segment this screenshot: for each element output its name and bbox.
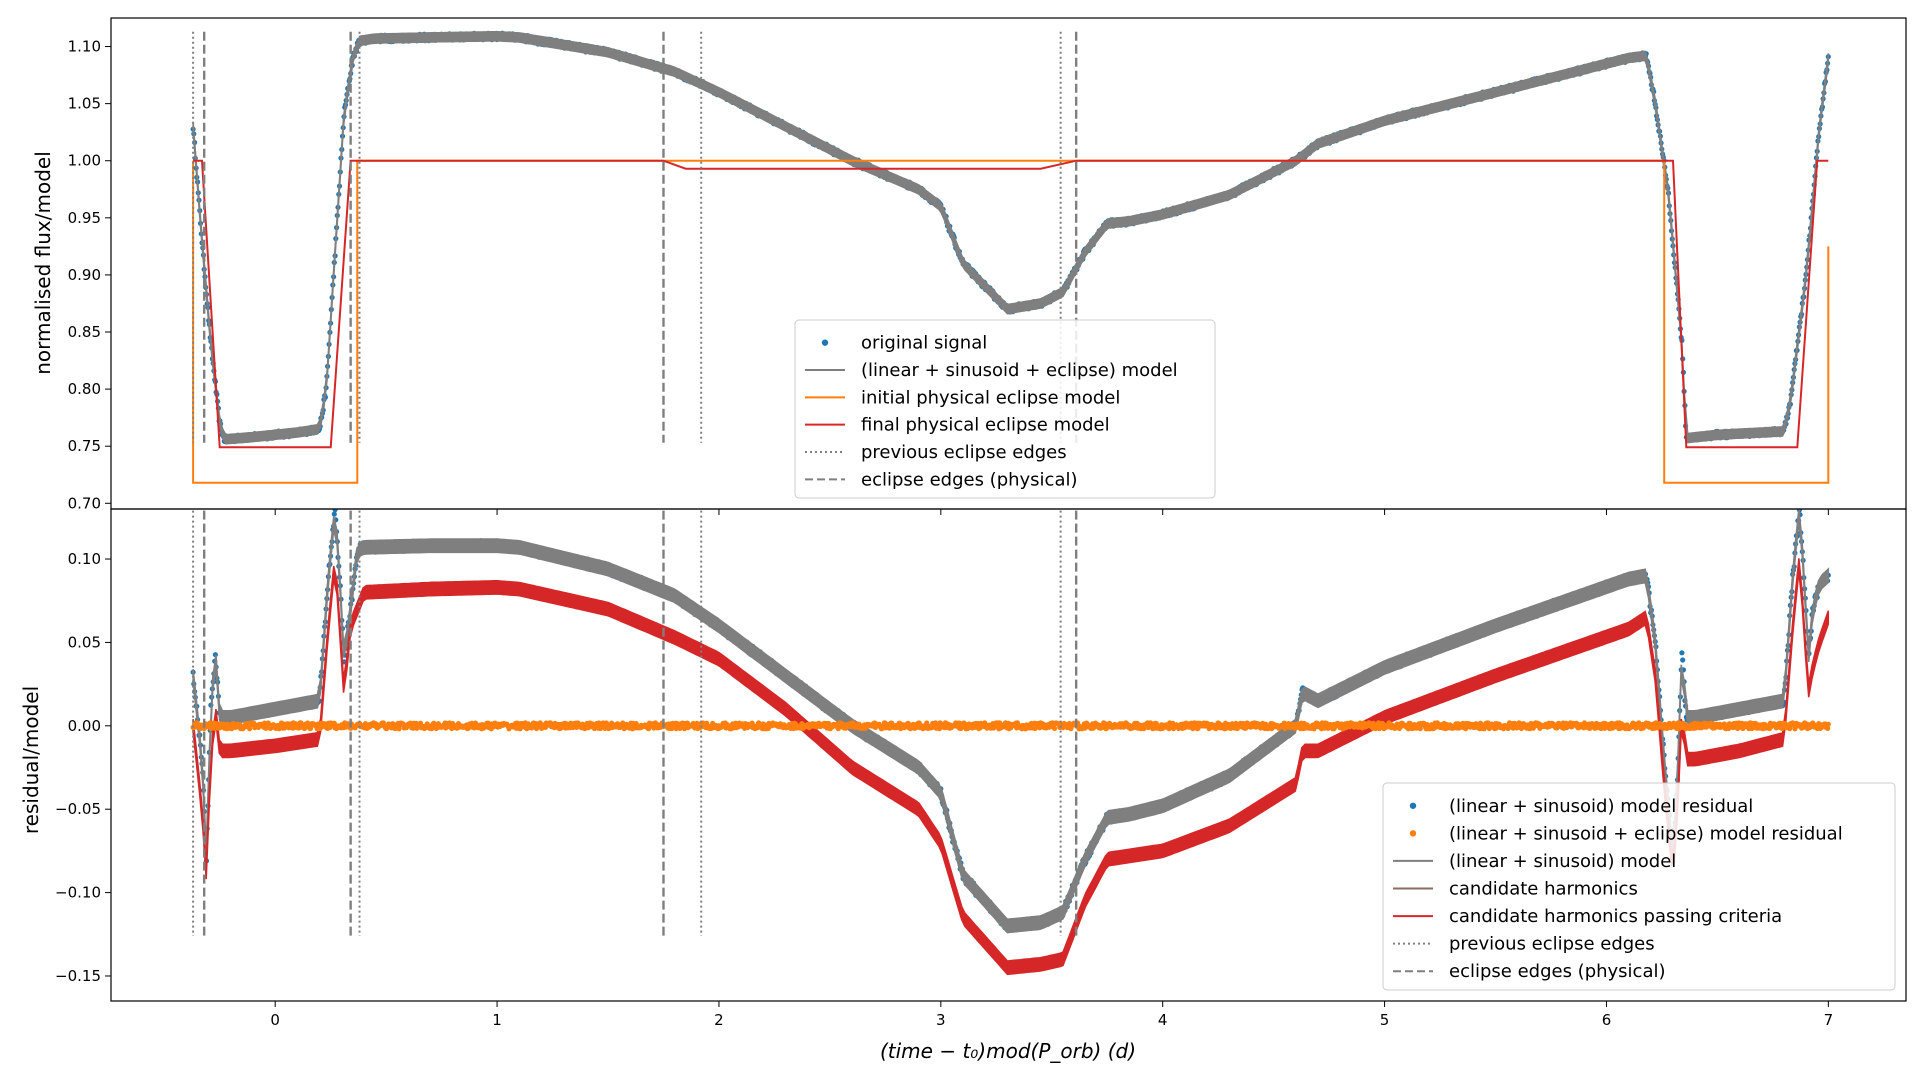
top-ytick-label: 0.90 (68, 266, 101, 284)
top-legend-label: original signal (861, 333, 987, 354)
top-legend: original signal (linear + sinusoid + ecli… (794, 319, 1216, 499)
top-ytick-label: 0.70 (68, 494, 101, 512)
bottom-scatter-point (332, 509, 338, 513)
top-ytick-label: 1.10 (68, 38, 101, 56)
top-series-line (192, 159, 1830, 484)
top-legend-handle (821, 339, 829, 346)
bottom-series (190, 720, 1831, 732)
top-legend-label: final physical eclipse model (861, 415, 1110, 436)
top-series (193, 159, 1829, 449)
top-ytick-label: 0.80 (68, 380, 101, 398)
top-series-band (192, 30, 1830, 445)
bottom-scatter-point (1679, 650, 1685, 656)
top-ytick-label: 1.00 (68, 152, 101, 170)
top-legend-label: eclipse edges (physical) (861, 469, 1078, 490)
top-panel: 0.70 0.75 0.80 0.85 0.90 0.95 1.00 1.05 1.10 nor… (31, 17, 1907, 515)
top-legend-label: initial physical eclipse model (861, 387, 1120, 408)
top-ytick-label: 0.75 (68, 437, 101, 455)
bottom-scatter-point (1680, 657, 1686, 663)
top-ytick-label: 0.95 (68, 209, 101, 227)
top-series (192, 159, 1830, 484)
top-legend-label: (linear + sinusoid + eclipse) model (861, 360, 1178, 381)
top-legend-label: previous eclipse edges (861, 442, 1067, 463)
top-series (192, 30, 1830, 445)
top-plot-area (190, 30, 1831, 484)
top-y-axis-label: normalised flux/model (31, 151, 55, 375)
top-y-ticks: 0.70 0.75 0.80 0.85 0.90 0.95 1.00 1.05 1.10 (68, 38, 1829, 515)
top-series-line (193, 159, 1829, 449)
bottom-scatter-point (331, 511, 337, 517)
top-legend-box (794, 319, 1216, 499)
top-ytick-label: 1.05 (68, 95, 101, 113)
top-ytick-label: 0.85 (68, 323, 101, 341)
